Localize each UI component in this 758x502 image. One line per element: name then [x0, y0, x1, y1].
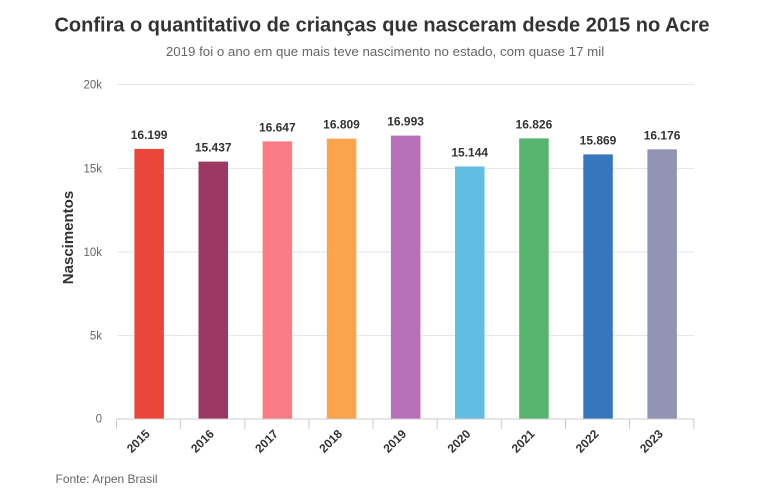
svg-text:15k: 15k	[83, 163, 102, 175]
svg-text:0: 0	[96, 414, 102, 426]
svg-text:16.809: 16.809	[323, 118, 360, 132]
svg-text:10k: 10k	[83, 247, 102, 259]
svg-text:16.826: 16.826	[516, 117, 553, 131]
svg-text:15.869: 15.869	[580, 133, 617, 147]
svg-text:20k: 20k	[83, 79, 102, 91]
svg-text:16.993: 16.993	[387, 115, 424, 129]
svg-text:Fonte: Arpen Brasil: Fonte: Arpen Brasil	[56, 472, 158, 486]
svg-text:16.199: 16.199	[131, 128, 168, 142]
svg-text:16.176: 16.176	[644, 128, 681, 142]
svg-text:15.437: 15.437	[195, 141, 232, 155]
svg-text:Confira o quantitativo de cria: Confira o quantitativo de crianças que n…	[54, 15, 709, 37]
svg-text:15.144: 15.144	[451, 146, 488, 160]
svg-text:5k: 5k	[90, 330, 102, 342]
svg-text:16.647: 16.647	[259, 120, 296, 134]
svg-text:2019 foi o ano em que mais tev: 2019 foi o ano em que mais teve nascimen…	[166, 44, 604, 59]
svg-text:Nascimentos: Nascimentos	[60, 191, 77, 284]
